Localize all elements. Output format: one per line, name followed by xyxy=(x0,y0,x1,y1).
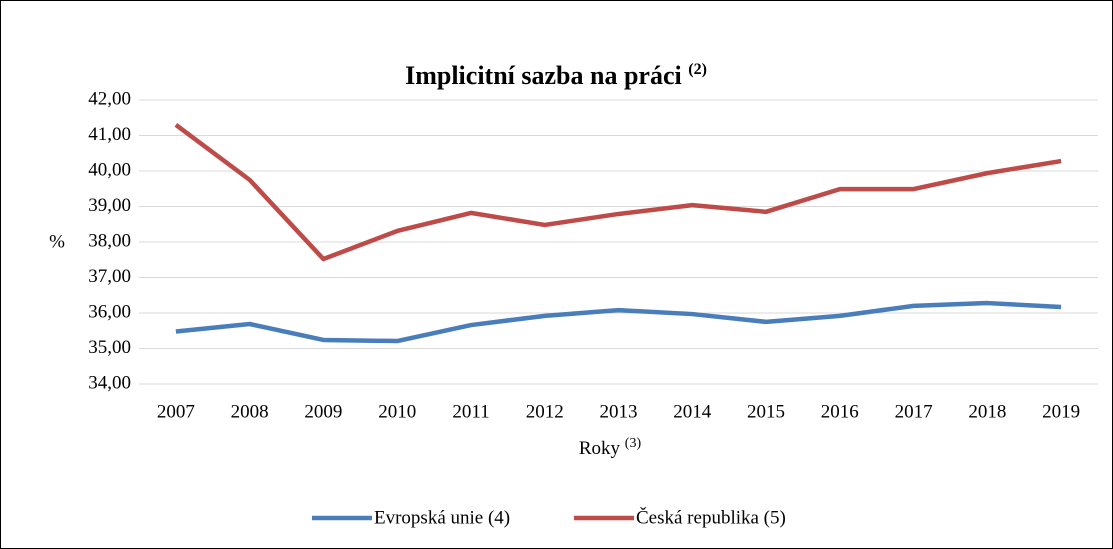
x-tick-label: 2015 xyxy=(747,401,785,422)
x-tick-label: 2018 xyxy=(968,401,1006,422)
y-tick-label: 35,00 xyxy=(88,337,131,358)
y-tick-label: 38,00 xyxy=(88,230,131,251)
x-tick-label: 2009 xyxy=(304,401,342,422)
x-tick-label: 2016 xyxy=(821,401,859,422)
y-tick-label: 41,00 xyxy=(88,124,131,145)
chart-title: Implicitní sazba na práci (2) xyxy=(405,61,707,90)
x-label-text: Roky xyxy=(579,438,621,459)
y-tick-label: 37,00 xyxy=(88,266,131,287)
x-tick-label: 2011 xyxy=(452,401,489,422)
x-tick-label: 2019 xyxy=(1042,401,1080,422)
title-text: Implicitní sazba na práci xyxy=(405,61,682,90)
series-line xyxy=(174,123,1062,262)
x-tick-label: 2017 xyxy=(895,401,933,422)
x-tick-label: 2010 xyxy=(378,401,416,422)
x-tick-label: 2013 xyxy=(600,401,638,422)
y-tick-label: 40,00 xyxy=(88,159,131,180)
y-axis-label: % xyxy=(49,231,65,252)
y-tick-label: 42,00 xyxy=(88,88,131,109)
x-tick-label: 2008 xyxy=(231,401,269,422)
x-tick-label: 2007 xyxy=(157,401,195,422)
legend-label: Evropská unie (4) xyxy=(374,507,510,528)
y-tick-label: 39,00 xyxy=(88,195,131,216)
legend-label: Česká republika (5) xyxy=(636,506,786,528)
x-tick-label: 2012 xyxy=(526,401,564,422)
y-tick-label: 34,00 xyxy=(88,372,131,393)
series-line xyxy=(175,300,1062,344)
title-note: (2) xyxy=(688,61,707,78)
x-axis-label: Roky (3) xyxy=(579,436,642,459)
x-label-note: (3) xyxy=(625,436,642,451)
x-tick-label: 2014 xyxy=(673,401,712,422)
y-tick-label: 36,00 xyxy=(88,301,131,322)
